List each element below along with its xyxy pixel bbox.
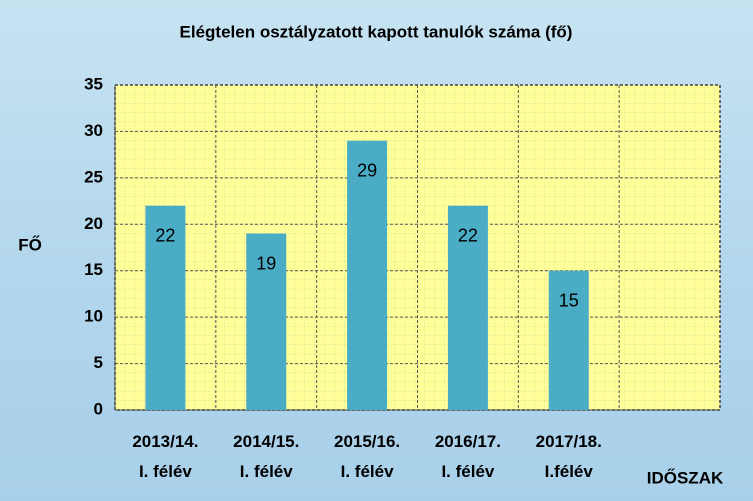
y-axis-label: FŐ [18, 235, 42, 254]
y-tick-label: 10 [84, 307, 103, 326]
x-tick-label: 2016/17. I. félév [434, 432, 501, 481]
bar [548, 270, 589, 410]
bar [447, 205, 488, 410]
data-label: 19 [256, 253, 276, 273]
data-label: 22 [458, 225, 478, 245]
plot-border [114, 84, 721, 411]
data-label: 29 [357, 160, 377, 180]
bar [347, 140, 388, 410]
x-axis-label: IDŐSZAK [647, 468, 724, 487]
x-tick-label: 2013/14. I. félév [132, 432, 199, 481]
y-tick-label: 15 [84, 260, 103, 279]
y-tick-label: 5 [94, 353, 103, 372]
bar [246, 233, 287, 410]
y-tick-label: 30 [84, 121, 103, 140]
y-tick-label: 35 [84, 74, 103, 93]
bar [145, 205, 186, 410]
y-tick-label: 20 [84, 214, 103, 233]
x-tick-label: 2014/15. I. félév [233, 432, 300, 481]
x-tick-label: 2015/16. I. félév [333, 432, 401, 481]
y-tick-label: 25 [84, 167, 103, 186]
x-tick-label: 2017/18. I.félév [535, 432, 602, 481]
chart-title: Elégtelen osztályzatott kapott tanulók s… [180, 22, 573, 41]
data-label: 22 [155, 225, 175, 245]
y-tick-label: 0 [94, 399, 103, 418]
data-label: 15 [559, 290, 579, 310]
